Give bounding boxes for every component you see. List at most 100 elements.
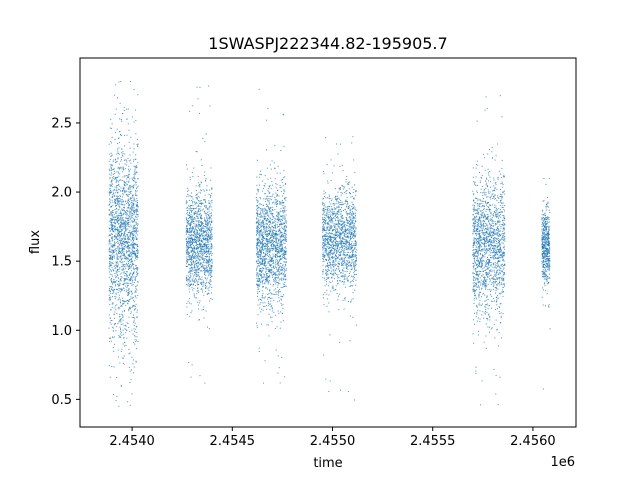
data-point: [119, 197, 121, 199]
data-point: [200, 221, 202, 222]
data-point: [257, 254, 259, 256]
data-point: [208, 269, 210, 271]
data-point: [193, 251, 195, 253]
data-point: [279, 260, 281, 262]
data-point: [282, 250, 284, 252]
data-point: [113, 216, 115, 218]
data-point: [200, 245, 202, 247]
data-point: [258, 227, 260, 229]
data-point: [280, 223, 282, 225]
data-point: [275, 262, 277, 264]
data-point: [277, 203, 279, 205]
data-point: [112, 196, 114, 198]
data-point: [126, 330, 128, 331]
data-point: [111, 256, 113, 258]
data-point: [272, 232, 274, 234]
data-point: [203, 245, 205, 247]
data-point: [122, 216, 124, 218]
data-point: [127, 238, 129, 240]
data-point: [199, 232, 201, 234]
data-point: [199, 245, 201, 247]
data-point: [118, 147, 120, 149]
data-point: [280, 236, 282, 238]
data-point: [273, 225, 275, 227]
data-point: [265, 261, 267, 263]
data-point: [121, 233, 123, 235]
data-point: [257, 218, 259, 220]
data-point: [188, 220, 190, 222]
data-point: [187, 220, 188, 222]
data-point: [124, 175, 126, 177]
data-point: [256, 230, 258, 232]
data-point: [264, 260, 266, 262]
data-point: [340, 194, 342, 196]
data-point: [257, 231, 259, 233]
data-point: [110, 257, 112, 259]
data-point: [112, 212, 114, 214]
data-point: [208, 218, 210, 220]
data-point: [191, 242, 193, 244]
data-point: [208, 250, 210, 252]
data-point: [260, 232, 262, 234]
data-point: [110, 309, 112, 311]
data-point: [280, 263, 282, 265]
data-point: [191, 171, 193, 173]
data-point: [203, 199, 205, 201]
data-point: [110, 222, 112, 224]
data-point: [119, 194, 121, 196]
data-point: [271, 276, 273, 278]
data-point: [196, 269, 198, 271]
data-point: [256, 184, 258, 186]
data-point: [196, 213, 198, 215]
data-point: [124, 226, 126, 228]
data-point: [354, 277, 356, 279]
data-point: [269, 260, 271, 262]
data-point: [125, 229, 127, 231]
data-point: [199, 112, 201, 114]
data-point: [114, 221, 116, 223]
data-point: [186, 207, 188, 209]
data-point: [117, 269, 119, 271]
data-point: [125, 213, 127, 215]
data-point: [195, 268, 197, 270]
data-point: [129, 263, 131, 265]
data-point: [190, 249, 192, 251]
data-point: [133, 243, 135, 245]
data-point: [198, 269, 200, 271]
data-point: [200, 181, 202, 183]
data-point: [206, 269, 208, 271]
data-point: [119, 336, 121, 338]
data-point: [198, 240, 200, 242]
data-point: [125, 217, 127, 219]
data-point: [135, 205, 137, 207]
data-point: [115, 261, 117, 263]
data-point: [115, 177, 117, 179]
data-point: [269, 164, 271, 166]
data-point: [110, 167, 112, 169]
data-point: [202, 249, 204, 250]
data-point: [283, 283, 285, 285]
data-point: [108, 235, 110, 237]
data-point: [134, 305, 136, 307]
data-point: [116, 198, 118, 200]
data-point: [262, 244, 264, 246]
data-point: [112, 326, 114, 328]
data-point: [256, 217, 258, 219]
data-point: [193, 223, 195, 225]
data-point: [353, 263, 355, 265]
data-point: [186, 306, 188, 308]
data-point: [265, 273, 267, 275]
data-point: [113, 314, 115, 316]
data-point: [211, 192, 213, 194]
data-point: [129, 252, 131, 254]
data-point: [116, 161, 118, 163]
data-point: [128, 237, 130, 238]
data-point: [119, 102, 121, 104]
data-point: [210, 268, 212, 270]
data-point: [133, 321, 135, 323]
data-point: [188, 213, 190, 215]
data-point: [118, 244, 120, 246]
data-point: [280, 236, 282, 238]
data-point: [199, 300, 201, 302]
data-point: [132, 253, 134, 255]
